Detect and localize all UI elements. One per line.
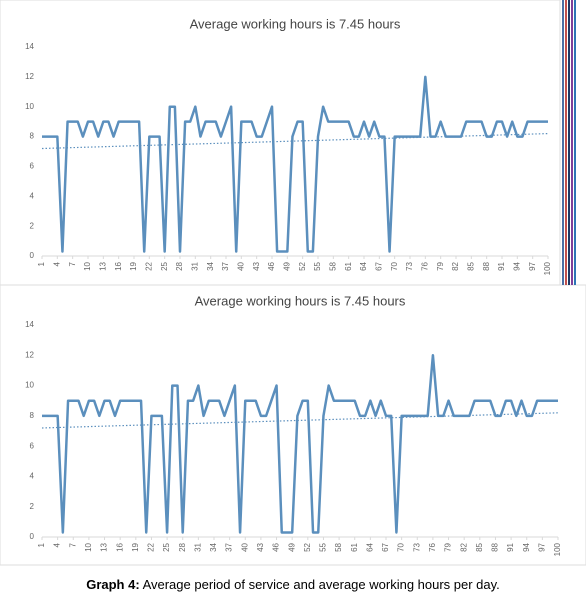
data-line [42, 75, 548, 253]
x-tick-label: 97 [528, 261, 537, 270]
x-tick-label: 52 [303, 542, 312, 551]
chart-title: Average working hours is 7.45 hours [190, 16, 401, 31]
y-tick-label: 14 [25, 42, 34, 51]
x-tick-label: 82 [459, 542, 468, 551]
x-tick-label: 76 [420, 261, 429, 270]
y-tick-label: 6 [30, 162, 35, 171]
x-tick-label: 97 [537, 542, 546, 551]
x-tick-label: 67 [381, 542, 390, 551]
x-tick-label: 13 [98, 261, 107, 270]
x-tick-label: 61 [350, 542, 359, 551]
x-tick-label: 43 [252, 261, 261, 270]
x-tick-label: 37 [225, 542, 234, 551]
y-tick-label: 12 [25, 72, 34, 81]
x-tick-label: 1 [37, 261, 46, 266]
x-tick-label: 34 [206, 261, 215, 270]
x-tick-label: 7 [68, 542, 77, 547]
x-tick-label: 22 [144, 261, 153, 270]
x-tick-label: 10 [83, 261, 92, 270]
x-tick-label: 64 [359, 261, 368, 270]
x-tick-label: 55 [319, 542, 328, 551]
y-tick-label: 10 [25, 381, 34, 390]
x-tick-label: 64 [365, 542, 374, 551]
x-tick-label: 49 [287, 542, 296, 551]
x-tick-label: 28 [175, 261, 184, 270]
x-tick-label: 46 [267, 261, 276, 270]
x-tick-label: 73 [405, 261, 414, 270]
x-tick-label: 49 [282, 261, 291, 270]
x-tick-label: 91 [506, 542, 515, 551]
x-tick-label: 100 [553, 542, 562, 556]
y-tick-label: 2 [30, 221, 35, 230]
x-tick-label: 31 [190, 261, 199, 270]
x-tick-label: 61 [344, 261, 353, 270]
x-tick-label: 40 [240, 542, 249, 551]
x-tick-label: 22 [147, 542, 156, 551]
x-tick-label: 88 [491, 542, 500, 551]
x-tick-label: 19 [129, 261, 138, 270]
y-tick-label: 6 [30, 441, 35, 450]
side-stripes [562, 0, 576, 285]
y-tick-label: 0 [30, 251, 35, 260]
x-tick-label: 85 [466, 261, 475, 270]
x-tick-label: 4 [53, 542, 62, 547]
data-line [42, 354, 558, 534]
x-tick-label: 73 [412, 542, 421, 551]
x-tick-label: 31 [193, 542, 202, 551]
trend-line [41, 132, 549, 150]
x-tick-label: 19 [131, 542, 140, 551]
x-tick-label: 55 [313, 261, 322, 270]
x-tick-label: 58 [328, 261, 337, 270]
y-tick-label: 10 [25, 102, 34, 111]
y-tick-label: 8 [30, 411, 35, 420]
x-tick-label: 25 [162, 542, 171, 551]
y-tick-label: 14 [25, 320, 34, 329]
x-tick-label: 67 [374, 261, 383, 270]
x-tick-label: 34 [209, 542, 218, 551]
y-tick-label: 4 [30, 191, 35, 200]
x-tick-label: 25 [160, 261, 169, 270]
caption: Graph 4: Average period of service and a… [86, 577, 500, 592]
y-tick-label: 2 [30, 502, 35, 511]
y-tick-label: 8 [30, 132, 35, 141]
x-tick-label: 76 [428, 542, 437, 551]
x-tick-label: 1 [37, 542, 46, 547]
x-tick-label: 70 [397, 542, 406, 551]
x-tick-label: 88 [482, 261, 491, 270]
x-tick-label: 10 [84, 542, 93, 551]
x-tick-label: 100 [543, 261, 552, 275]
x-tick-label: 43 [256, 542, 265, 551]
chart-title: Average working hours is 7.45 hours [195, 293, 406, 308]
x-tick-label: 94 [512, 261, 521, 270]
x-tick-label: 4 [52, 261, 61, 266]
x-tick-label: 94 [522, 542, 531, 551]
y-tick-label: 12 [25, 350, 34, 359]
x-tick-label: 46 [272, 542, 281, 551]
x-tick-label: 7 [68, 261, 77, 266]
x-tick-label: 13 [100, 542, 109, 551]
y-tick-label: 0 [30, 532, 35, 541]
x-tick-label: 91 [497, 261, 506, 270]
x-tick-label: 16 [115, 542, 124, 551]
x-tick-label: 52 [298, 261, 307, 270]
x-tick-label: 79 [436, 261, 445, 270]
y-tick-label: 4 [30, 472, 35, 481]
x-tick-label: 79 [444, 542, 453, 551]
x-tick-label: 58 [334, 542, 343, 551]
x-tick-label: 85 [475, 542, 484, 551]
x-tick-label: 28 [178, 542, 187, 551]
x-tick-label: 70 [390, 261, 399, 270]
x-tick-label: 16 [114, 261, 123, 270]
x-tick-label: 37 [221, 261, 230, 270]
chart-frame [0, 0, 561, 286]
x-tick-label: 82 [451, 261, 460, 270]
caption-text: Average period of service and average wo… [140, 577, 500, 592]
x-tick-label: 40 [236, 261, 245, 270]
caption-label: Graph 4: [86, 577, 139, 592]
